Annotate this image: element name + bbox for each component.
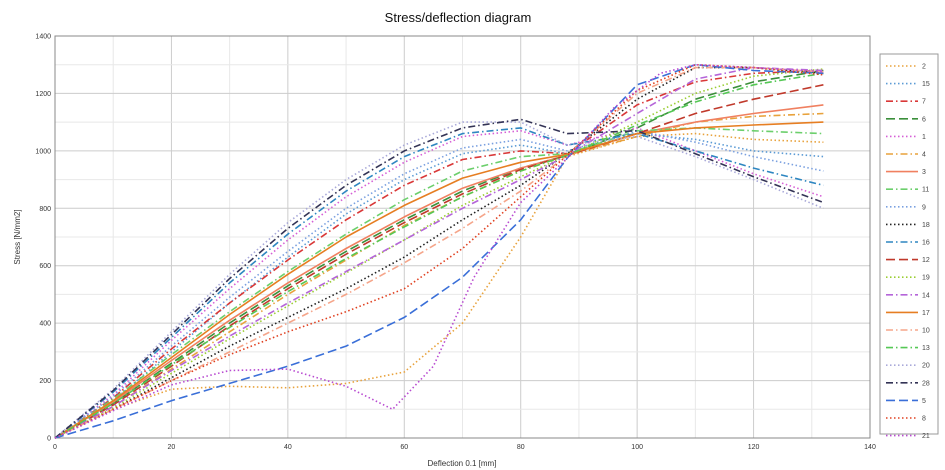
- x-tick-label: 0: [53, 444, 57, 451]
- series-line-13: [54, 72, 824, 439]
- y-tick-label: 1200: [35, 91, 51, 98]
- x-tick-label: 20: [168, 444, 176, 451]
- legend-label-19: 19: [922, 275, 930, 282]
- legend-label-14: 14: [922, 292, 930, 299]
- y-tick-label: 600: [39, 263, 51, 270]
- series-line-17: [54, 121, 824, 439]
- legend-label-5: 5: [922, 398, 926, 405]
- series-line-5: [54, 63, 824, 439]
- series-line-16: [54, 127, 824, 439]
- y-tick-label: 200: [39, 378, 51, 385]
- x-tick-label: 120: [748, 444, 760, 451]
- x-tick-label: 40: [284, 444, 292, 451]
- series-line-14: [54, 66, 824, 439]
- legend-label-12: 12: [922, 257, 930, 264]
- legend-label-11: 11: [922, 187, 929, 194]
- x-tick-label: 60: [400, 444, 408, 451]
- series-line-19: [54, 68, 824, 439]
- tick-layer: 0 20 40 60 80 100 120 1400200400600800100012001…: [35, 34, 876, 452]
- series-line-28: [54, 118, 824, 439]
- legend-label-13: 13: [922, 345, 930, 352]
- y-tick-label: 1000: [35, 148, 51, 155]
- y-tick-label: 800: [39, 206, 51, 213]
- series-line-18: [54, 66, 824, 439]
- grid-layer: [54, 35, 871, 439]
- plot-frame: [54, 35, 871, 439]
- chart-title: Stress/deflection diagram: [385, 10, 532, 25]
- series-line-21: [54, 63, 824, 439]
- series-line-9: [54, 130, 824, 439]
- x-tick-label: 140: [864, 444, 876, 451]
- legend-label-9: 9: [922, 204, 926, 211]
- legend-label-28: 28: [922, 380, 930, 387]
- x-tick-label: 100: [631, 444, 643, 451]
- legend-label-2: 2: [922, 64, 926, 71]
- y-tick-label: 400: [39, 321, 51, 328]
- legend-label-4: 4: [922, 152, 926, 159]
- legend-label-6: 6: [922, 116, 926, 123]
- series-line-6: [54, 69, 824, 439]
- y-tick-label: 1400: [35, 34, 51, 41]
- series-line-1: [54, 127, 824, 439]
- series-line-20: [54, 121, 824, 439]
- legend-label-17: 17: [922, 310, 930, 317]
- series-line-8: [54, 63, 824, 439]
- series-line-3: [54, 104, 824, 439]
- y-axis-title: Stress [N/mm2]: [13, 209, 22, 264]
- legend-label-7: 7: [922, 99, 926, 106]
- x-tick-label: 80: [517, 444, 525, 451]
- y-tick-label: 0: [47, 436, 51, 443]
- legend-label-1: 1: [922, 134, 926, 141]
- legend-label-21: 21: [922, 433, 930, 440]
- series-layer: [54, 63, 824, 439]
- legend-label-15: 15: [922, 81, 930, 88]
- legend-label-8: 8: [922, 416, 926, 423]
- legend-label-10: 10: [922, 328, 930, 335]
- legend-label-16: 16: [922, 240, 930, 247]
- legend-label-20: 20: [922, 363, 930, 370]
- legend-frame: [879, 53, 939, 435]
- series-line-2: [54, 132, 824, 439]
- legend-label-18: 18: [922, 222, 930, 229]
- legend-label-3: 3: [922, 169, 926, 176]
- x-axis-title: Deflection 0.1 [mm]: [428, 459, 497, 468]
